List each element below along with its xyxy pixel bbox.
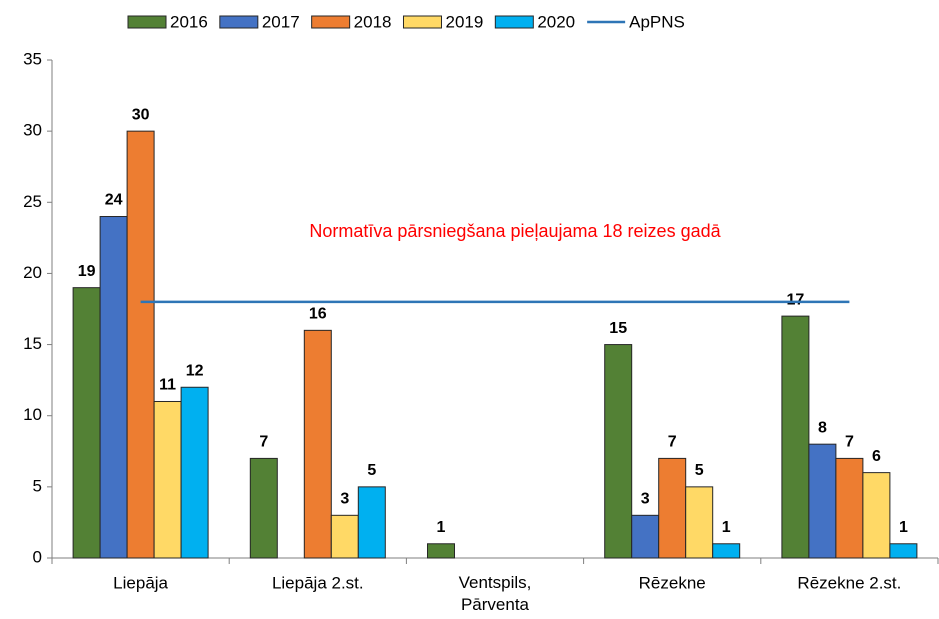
bar [631, 514, 660, 559]
value-label: 1 [437, 519, 446, 536]
value-label: 5 [367, 462, 376, 479]
bar [72, 287, 101, 559]
legend-swatch [127, 15, 167, 29]
bar [99, 216, 128, 559]
value-label: 12 [186, 362, 204, 379]
legend-label: 2018 [354, 12, 392, 31]
value-label: 16 [309, 306, 327, 323]
legend-swatch [402, 15, 442, 29]
bar [712, 543, 741, 559]
y-tick-label: 10 [23, 405, 42, 424]
legend-label: ApPNS [629, 12, 685, 31]
value-label: 7 [259, 434, 268, 451]
value-label: 17 [787, 291, 805, 308]
bar [835, 457, 864, 559]
bar [180, 386, 209, 559]
value-label: 24 [105, 192, 123, 209]
y-tick-label: 25 [23, 192, 42, 211]
y-tick-label: 30 [23, 121, 42, 140]
legend-label: 2019 [445, 12, 483, 31]
value-label: 3 [641, 491, 650, 508]
legend-label: 2017 [262, 12, 300, 31]
value-label: 30 [132, 106, 150, 123]
value-label: 11 [159, 377, 176, 394]
value-label: 1 [722, 519, 731, 536]
x-tick-label: Rēzekne 2.st. [797, 573, 901, 592]
value-label: 6 [872, 448, 881, 465]
bar [808, 443, 837, 559]
bar [889, 543, 918, 559]
bar [303, 329, 332, 559]
bar [427, 543, 455, 559]
bar [604, 344, 633, 559]
x-tick-label: Liepāja [113, 573, 168, 592]
y-tick-label: 35 [23, 49, 42, 68]
value-label: 7 [845, 434, 854, 451]
bar [330, 514, 359, 559]
value-label: 8 [818, 419, 827, 436]
x-tick-label: Ventspils, Pārventa [459, 573, 532, 614]
legend-swatch [219, 15, 259, 29]
annotation: Normatīva pārsniegšana pieļaujama 18 rei… [309, 221, 721, 241]
value-label: 7 [668, 434, 677, 451]
x-tick-label: Liepāja 2.st. [272, 573, 364, 592]
y-tick-label: 20 [23, 263, 42, 282]
legend-swatch [311, 15, 351, 29]
value-label: 1 [899, 519, 908, 536]
bar [862, 472, 891, 559]
value-label: 19 [78, 263, 96, 280]
value-label: 5 [695, 462, 704, 479]
legend-label: 2020 [537, 12, 575, 31]
legend-label: 2016 [170, 12, 208, 31]
y-tick-label: 5 [33, 476, 42, 495]
bar [658, 457, 687, 559]
bar [126, 130, 155, 559]
y-tick-label: 15 [23, 334, 42, 353]
value-label: 15 [609, 320, 627, 337]
legend-swatch [494, 15, 534, 29]
x-tick-label: Rēzekne [639, 573, 706, 592]
value-label: 3 [340, 491, 349, 508]
bar [249, 457, 278, 559]
bar [357, 486, 386, 559]
bar [153, 400, 182, 559]
bar [685, 486, 714, 559]
y-tick-label: 0 [33, 547, 42, 566]
bar [781, 315, 810, 559]
